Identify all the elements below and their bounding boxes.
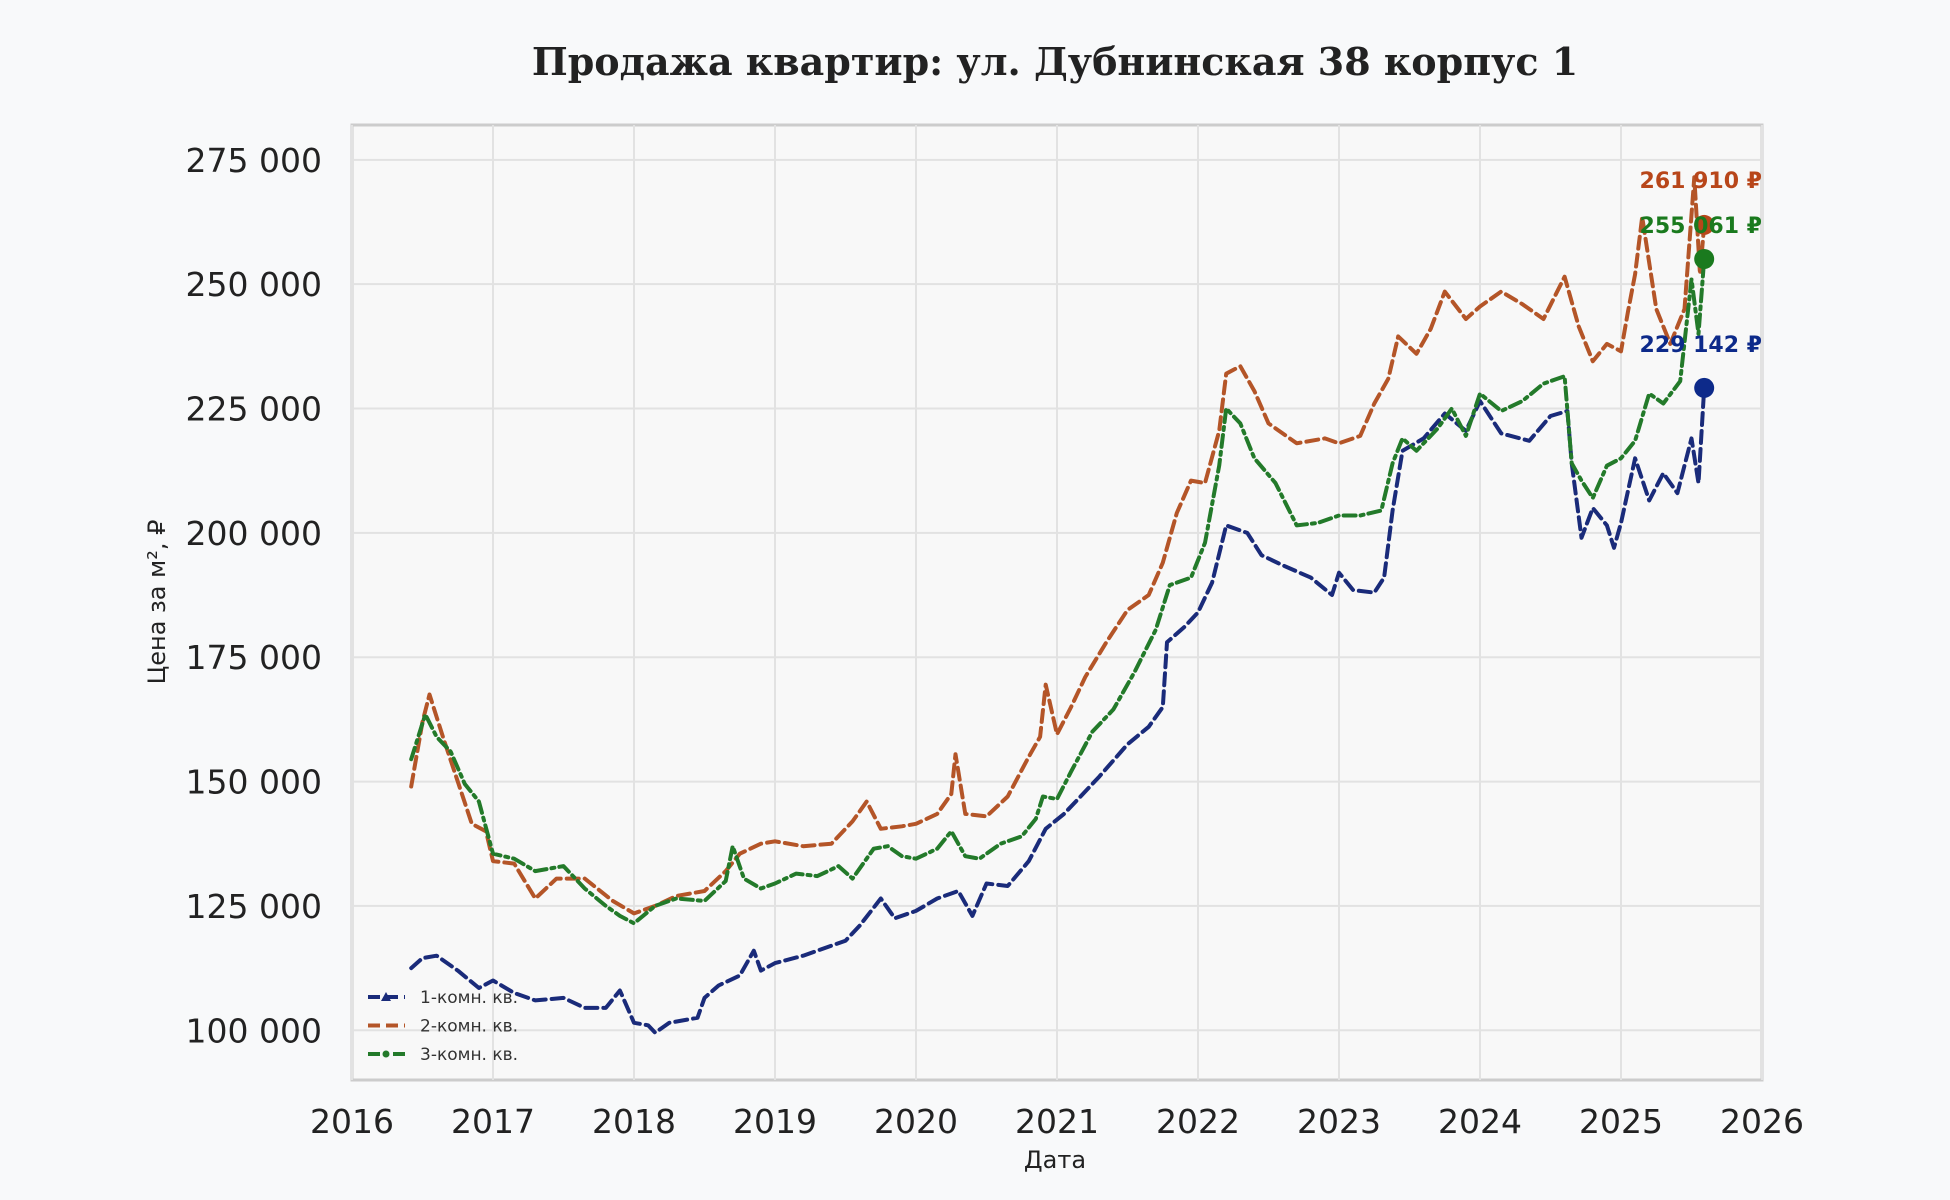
legend-label: 3-комн. кв. <box>420 1045 518 1065</box>
y-tick-label: 250 000 <box>186 265 322 304</box>
y-tick-label: 275 000 <box>186 141 322 180</box>
y-axis-ticks: 100 000 125 000 150 000 175 000 200 000 225 0… <box>186 141 322 1050</box>
y-tick-label: 100 000 <box>186 1011 322 1050</box>
y-tick-label: 175 000 <box>186 638 322 677</box>
y-axis-label: Цена за м², ₽ <box>143 520 171 685</box>
legend-marker-triangle <box>381 992 391 1001</box>
x-axis-label: Дата <box>1024 1146 1086 1174</box>
chart-title: Продажа квартир: ул. Дубнинская 38 корпу… <box>532 39 1578 84</box>
x-tick-label: 2023 <box>1297 1102 1381 1141</box>
x-tick-label: 2021 <box>1015 1102 1099 1141</box>
grid <box>351 125 1763 1080</box>
series-end-label: 261 910 ₽ <box>1640 169 1762 194</box>
y-tick-label: 150 000 <box>186 763 322 802</box>
y-tick-label: 200 000 <box>186 514 322 553</box>
x-tick-label: 2017 <box>451 1102 535 1141</box>
series-end-label: 255 061 ₽ <box>1640 214 1762 239</box>
x-axis-ticks: 2016 2017 2018 2019 2020 2021 2022 2023 2024 2025… <box>310 1102 1804 1141</box>
legend-marker-dot <box>382 1050 390 1058</box>
y-tick-label: 125 000 <box>186 887 322 926</box>
x-tick-label: 2024 <box>1438 1102 1522 1141</box>
y-tick-label: 225 000 <box>186 390 322 429</box>
series-lines <box>409 175 1707 1035</box>
series-end-dot <box>1694 248 1715 269</box>
x-tick-label: 2025 <box>1579 1102 1663 1141</box>
series-end-label: 229 142 ₽ <box>1640 333 1762 358</box>
x-tick-label: 2020 <box>874 1102 958 1141</box>
series-line <box>409 257 1707 926</box>
legend: 1-комн. кв. 2-комн. кв. 3-комн. кв. <box>368 988 518 1065</box>
series-line <box>409 385 1707 1035</box>
series-end-dot <box>1694 214 1715 235</box>
series-line <box>409 175 1707 916</box>
x-tick-label: 2019 <box>733 1102 817 1141</box>
legend-label: 1-комн. кв. <box>420 988 518 1008</box>
series-endpoints: 229 142 ₽ 261 910 ₽ 255 061 ₽ <box>1640 169 1762 398</box>
x-tick-label: 2022 <box>1156 1102 1240 1141</box>
x-tick-label: 2018 <box>592 1102 676 1141</box>
series-end-dot <box>1694 377 1715 398</box>
legend-label: 2-комн. кв. <box>420 1017 518 1037</box>
x-tick-label: 2016 <box>310 1102 394 1141</box>
x-tick-label: 2026 <box>1720 1102 1804 1141</box>
